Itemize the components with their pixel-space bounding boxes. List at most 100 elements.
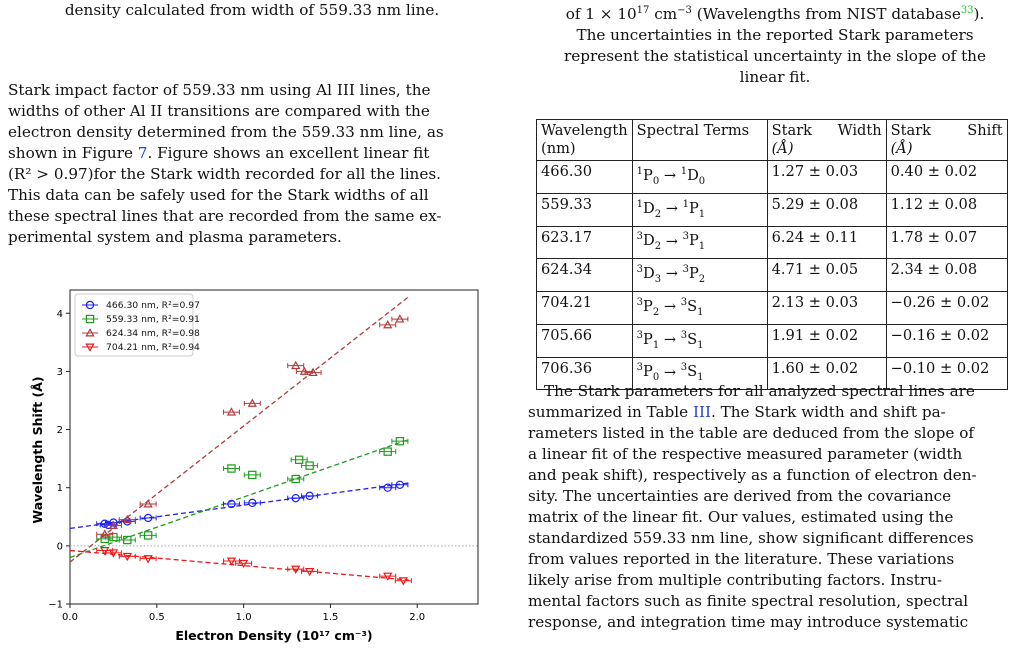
stark-parameters-table: Wavelength (nm) Spectral Terms Stark Width… bbox=[536, 119, 1008, 391]
data-point bbox=[398, 577, 408, 586]
data-point bbox=[226, 407, 237, 416]
legend-entry: 704.21 nm, R²=0.94 bbox=[106, 342, 200, 353]
cell-stark-shift: −0.16 ± 0.02 bbox=[885, 323, 1008, 358]
left-top-caption: density calculated from width of 559.33 … bbox=[64, 1, 440, 19]
cell-stark-shift: 1.78 ± 0.07 bbox=[885, 225, 1008, 260]
caption-line: linear fit. bbox=[739, 68, 811, 87]
cell-stark-shift: 1.12 ± 0.08 bbox=[885, 192, 1008, 227]
data-point bbox=[291, 360, 301, 370]
data-point bbox=[100, 547, 110, 556]
figure-7-chart: 0.0 0.5 1.0 1.5 2.0 −1 0 1 2 3 4 466.30 nm, R²=0.9… bbox=[0, 280, 490, 648]
cell-stark-width: 2.13 ± 0.03 bbox=[766, 291, 887, 325]
table-header-row: Wavelength (nm) Spectral Terms Stark Width… bbox=[536, 119, 1008, 161]
cell-spectral-term: 3P2 → 3S1 bbox=[631, 291, 768, 325]
figure-reference-link[interactable]: 7 bbox=[137, 144, 148, 162]
left-paragraph: Stark impact factor of 559.33 nm using A… bbox=[8, 80, 496, 248]
data-point bbox=[226, 557, 237, 566]
data-point bbox=[291, 474, 300, 484]
data-point bbox=[143, 499, 153, 508]
text-line: (R² > 0.97)for the Stark width recorded … bbox=[8, 165, 441, 183]
cell-stark-shift: 2.34 ± 0.08 bbox=[885, 258, 1008, 293]
text-line: from values reported in the literature. … bbox=[528, 550, 955, 568]
data-point bbox=[304, 567, 315, 577]
text-line: The Stark parameters for all analyzed sp… bbox=[544, 382, 975, 400]
data-point bbox=[109, 518, 118, 527]
data-point bbox=[143, 555, 153, 564]
stark-parameters-table-wrap: Wavelength (nm) Spectral Terms Stark Width… bbox=[536, 119, 1008, 391]
y-tick-label: 0 bbox=[57, 541, 63, 552]
cell-stark-shift: −0.10 ± 0.02 bbox=[885, 356, 1008, 391]
text-line: and peak shift), respectively as a funct… bbox=[528, 466, 977, 484]
right-paragraph: The Stark parameters for all analyzed sp… bbox=[528, 381, 1022, 633]
y-tick-label: −1 bbox=[48, 600, 63, 611]
header-wavelength: Wavelength (nm) bbox=[536, 119, 633, 161]
data-point bbox=[299, 366, 310, 375]
fit-line bbox=[69, 438, 409, 559]
y-tick-label: 4 bbox=[57, 309, 63, 320]
data-point bbox=[85, 343, 95, 352]
data-point bbox=[109, 532, 118, 542]
cell-stark-width: 1.27 ± 0.03 bbox=[766, 160, 887, 194]
data-point bbox=[305, 491, 314, 501]
text-line: standardized 559.33 nm line, show signif… bbox=[528, 529, 974, 547]
data-point bbox=[85, 300, 95, 310]
legend-entry: 624.34 nm, R²=0.98 bbox=[106, 328, 200, 339]
data-point bbox=[305, 461, 314, 470]
table-reference-link[interactable]: III bbox=[692, 403, 711, 421]
citation-link[interactable]: 33 bbox=[960, 5, 974, 16]
table-caption: of 1 × 1017 cm−3 (Wavelengths from NIST … bbox=[528, 0, 1022, 88]
y-tick-label: 1 bbox=[57, 483, 63, 494]
data-point bbox=[238, 559, 249, 569]
table-row: 623.17 3D2 → 3P1 6.24 ± 0.11 1.78 ± 0.07 bbox=[536, 225, 1008, 260]
data-point bbox=[248, 470, 257, 480]
cell-spectral-term: 3D3 → 3P2 bbox=[631, 258, 768, 293]
cell-stark-width: 6.24 ± 0.11 bbox=[766, 225, 887, 260]
header-spectral-terms: Spectral Terms bbox=[631, 119, 768, 161]
text-line: likely arise from multiple contributing … bbox=[528, 571, 943, 589]
data-point bbox=[291, 565, 301, 574]
text-line: matrix of the linear fit. Our values, es… bbox=[528, 508, 954, 526]
cell-stark-width: 1.91 ± 0.02 bbox=[766, 323, 887, 358]
text-line: This data can be safely used for the Sta… bbox=[8, 186, 429, 204]
legend-box bbox=[74, 293, 194, 357]
text-line: perimental system and plasma parameters. bbox=[8, 228, 342, 246]
cell-spectral-term: 3D2 → 3P1 bbox=[631, 225, 768, 260]
x-tick-label: 0.5 bbox=[149, 612, 165, 623]
table-row: 704.21 3P2 → 3S1 2.13 ± 0.03 −0.26 ± 0.02 bbox=[536, 291, 1008, 325]
cell-spectral-term: 3P0 → 3S1 bbox=[631, 356, 768, 391]
data-point bbox=[395, 480, 405, 489]
cell-stark-width: 1.60 ± 0.02 bbox=[766, 356, 887, 391]
data-point bbox=[395, 314, 405, 323]
data-point bbox=[308, 367, 318, 377]
header-stark-width: Stark Width (Å) bbox=[766, 119, 887, 161]
cell-stark-shift: −0.26 ± 0.02 bbox=[885, 291, 1008, 325]
y-axis-label: Wavelength Shift (Å) bbox=[30, 376, 45, 523]
text-line: Stark impact factor of 559.33 nm using A… bbox=[8, 81, 431, 99]
text-line: mental factors such as finite spectral r… bbox=[528, 592, 969, 610]
data-point bbox=[108, 549, 119, 558]
cell-spectral-term: 1P0 → 1D0 bbox=[631, 160, 768, 194]
data-point bbox=[383, 572, 393, 581]
text-line: electron density determined from the 559… bbox=[8, 123, 444, 141]
text-line: sity. The uncertainties are derived from… bbox=[528, 487, 952, 505]
cell-wavelength: 624.34 bbox=[536, 258, 633, 293]
data-point bbox=[143, 531, 153, 540]
data-point bbox=[85, 328, 95, 337]
data-point bbox=[294, 455, 304, 464]
text-line: rameters listed in the table are deduced… bbox=[528, 424, 974, 442]
caption-line: represent the statistical uncertainty in… bbox=[564, 47, 986, 66]
table-row: 559.33 1D2 → 1P1 5.29 ± 0.08 1.12 ± 0.08 bbox=[536, 192, 1008, 227]
data-point bbox=[383, 320, 393, 329]
x-tick-label: 0.0 bbox=[62, 612, 78, 623]
x-axis-label: Electron Density (10¹⁷ cm⁻³) bbox=[175, 628, 372, 643]
x-tick-label: 2.0 bbox=[409, 612, 425, 623]
data-point bbox=[108, 520, 119, 529]
legend-entry: 466.30 nm, R²=0.97 bbox=[106, 300, 200, 311]
cell-wavelength: 704.21 bbox=[536, 291, 633, 325]
cell-stark-width: 5.29 ± 0.08 bbox=[766, 192, 887, 227]
legend-entry: 559.33 nm, R²=0.91 bbox=[106, 314, 200, 325]
cell-wavelength: 559.33 bbox=[536, 192, 633, 227]
text-line: response, and integration time may intro… bbox=[528, 613, 969, 631]
text-line: these spectral lines that are recorded f… bbox=[8, 207, 442, 225]
data-point bbox=[100, 534, 109, 544]
